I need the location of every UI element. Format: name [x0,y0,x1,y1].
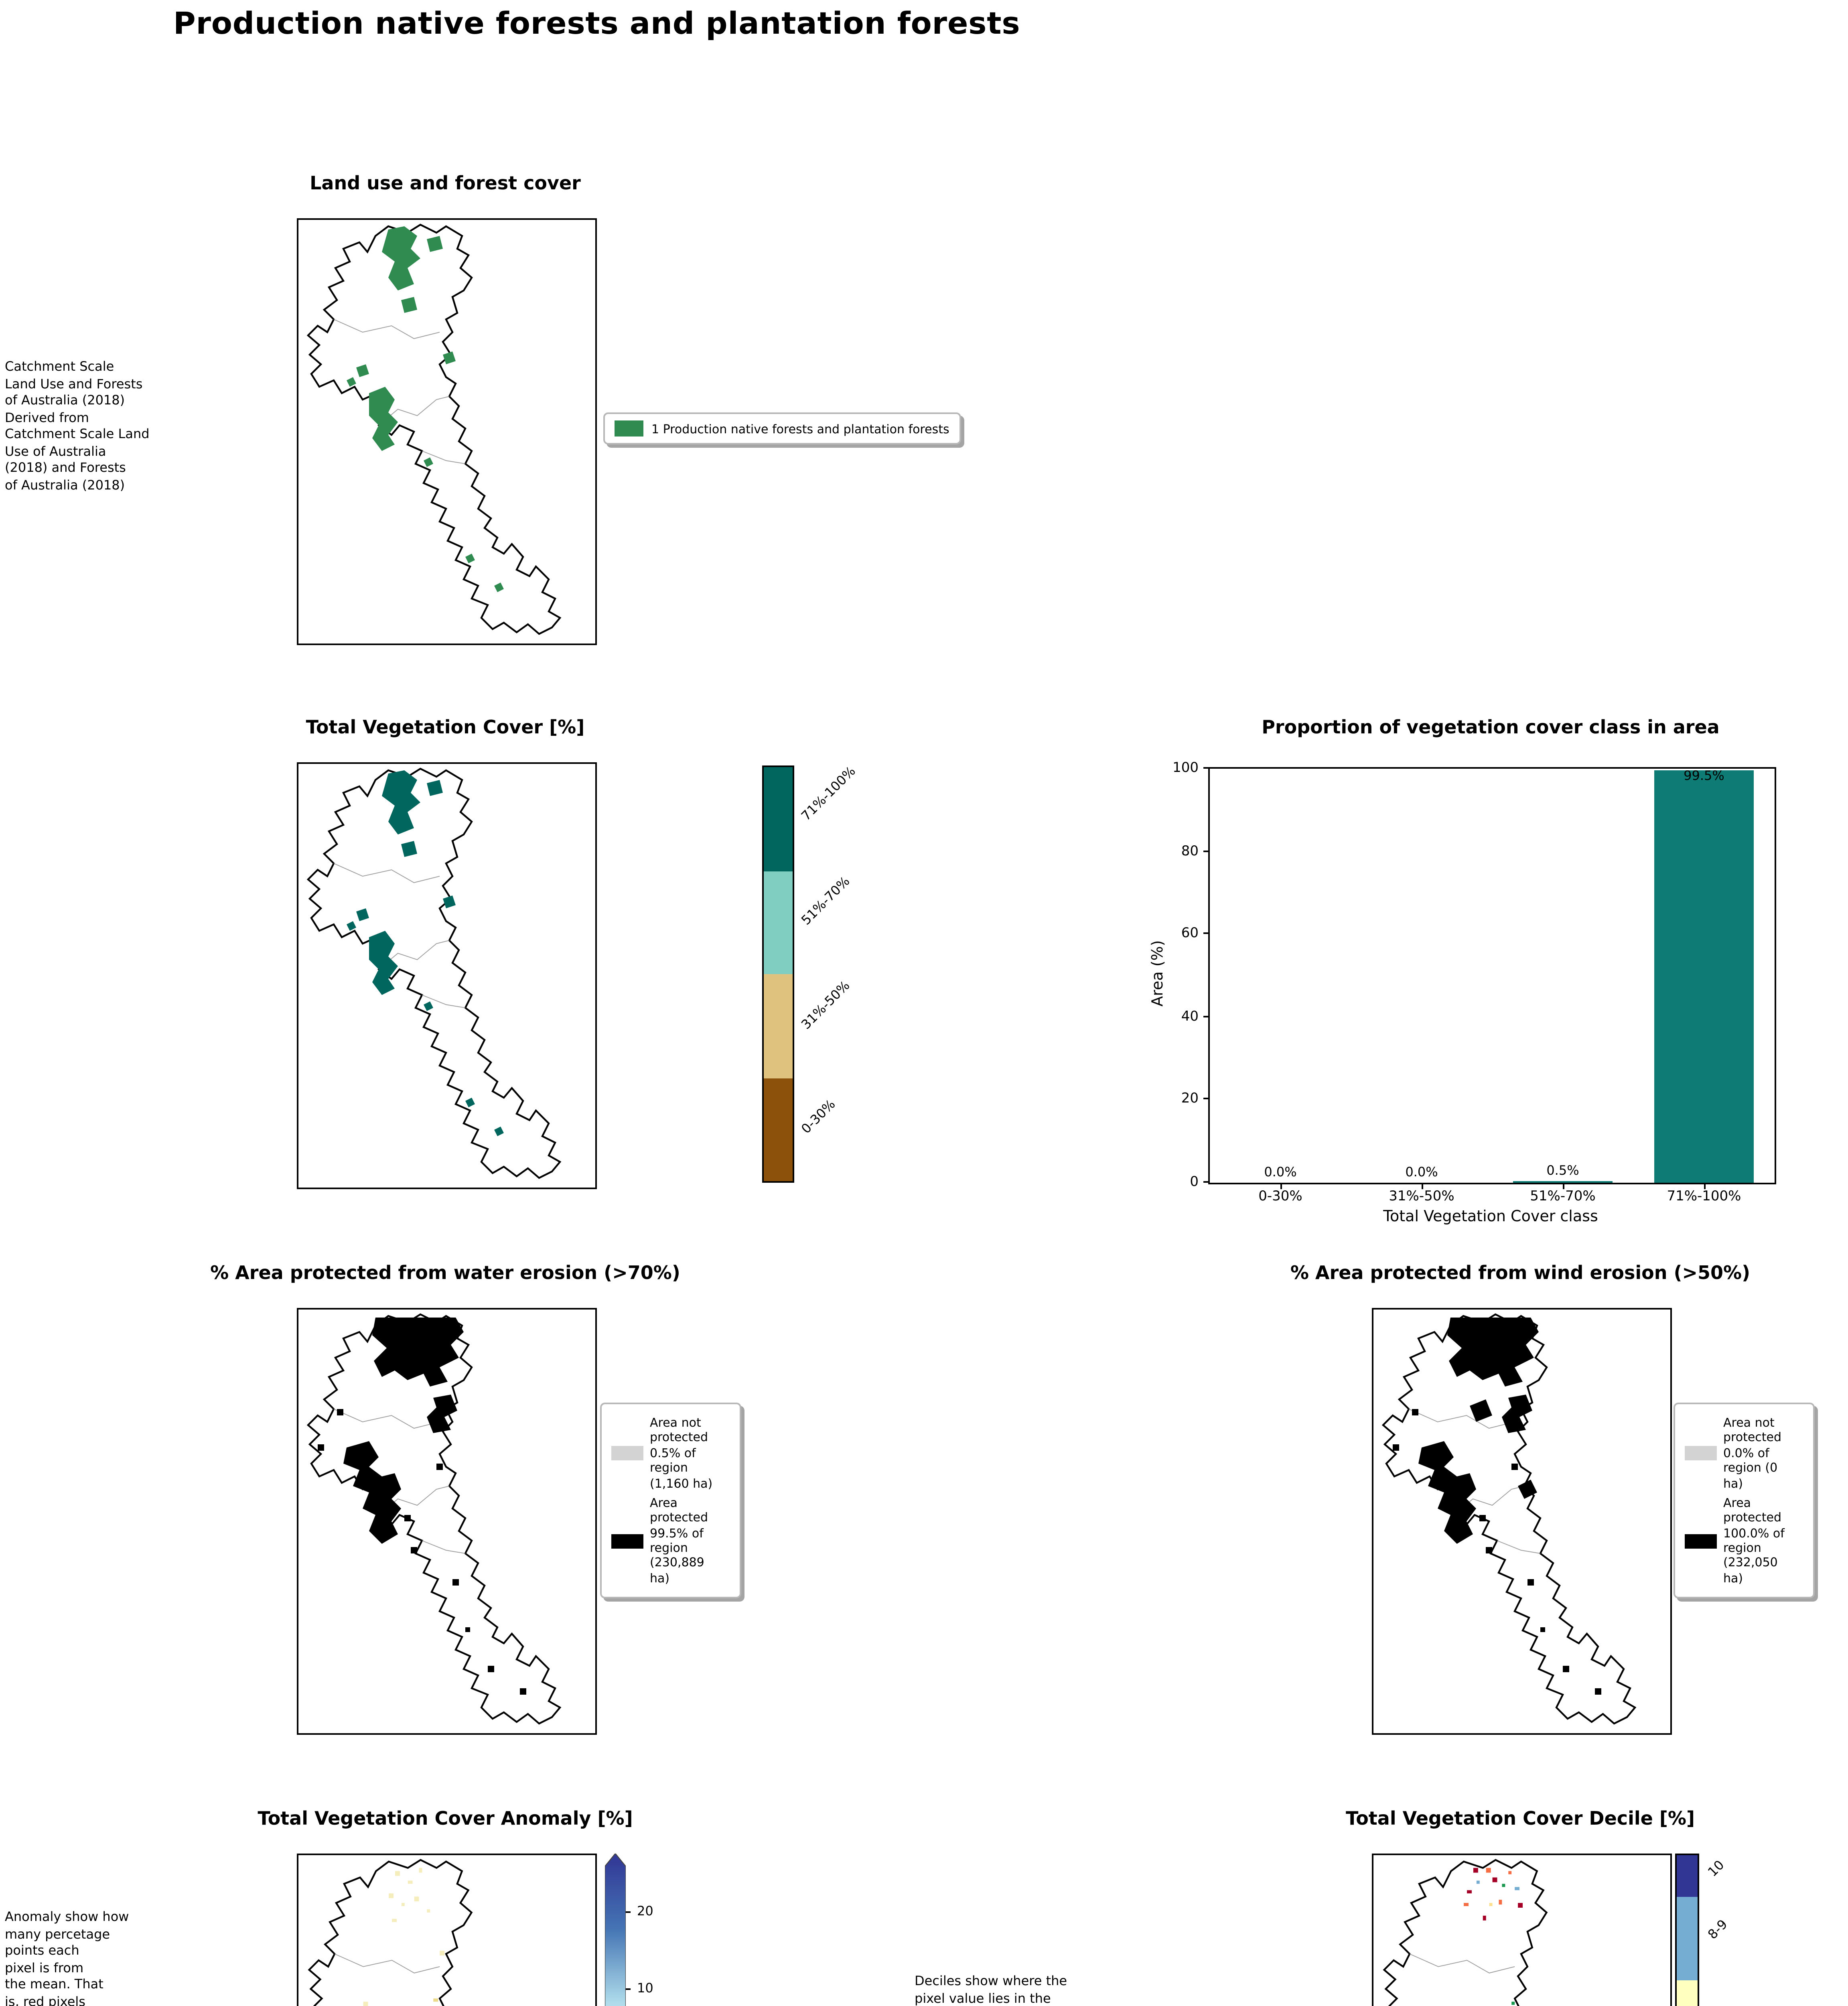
bar-value-label: 99.5% [1684,769,1724,783]
y-tick-label: 60 [1181,926,1199,942]
x-tick-label: 51%-70% [1530,1189,1596,1205]
landuse-legend-swatch [615,420,643,437]
y-tick-label: 0 [1190,1175,1199,1191]
legend-label: Area protected 99.5% of region (230,889 … [650,1495,708,1586]
anomaly-colorbar [604,1853,627,2006]
x-axis-tickmark [1563,1183,1564,1189]
x-tick-label: 0-30% [1258,1189,1302,1205]
water-erosion-legend: Area not protected 0.5% of region (1,160… [600,1403,741,1599]
y-axis-tickmark [1203,767,1210,769]
landuse-source-note: Catchment Scale Land Use and Forests of … [5,359,150,493]
y-axis-tickmark [1203,1181,1210,1183]
anomaly-map [297,1854,597,2006]
colorbar-tickmark [626,1912,631,1914]
wind-erosion-panel-title: % Area protected from wind erosion (>50%… [1290,1261,1751,1284]
decile-map [1372,1854,1672,2006]
landuse-panel-title: Land use and forest cover [310,172,581,194]
decile-panel-title: Total Vegetation Cover Decile [%] [1345,1807,1695,1829]
legend-entry: Area protected 100.0% of region (232,050… [1685,1496,1803,1586]
colorbar-segment [1677,1855,1698,1897]
vegetation-cover-map [297,762,597,1189]
anomaly-colorbar-wrap: 20100−10−20 [604,1853,701,2006]
colorbar-tick-label: 31%-50% [799,977,853,1031]
anomaly-panel-title: Total Vegetation Cover Anomaly [%] [258,1807,633,1829]
legend-label: Area protected 100.0% of region (232,050… [1723,1495,1785,1586]
colorbar-segment [764,767,793,871]
land-use-map [297,218,597,645]
legend-entry: Area protected 99.5% of region (230,889 … [611,1496,730,1586]
colorbar-tick-label: 8-9 [1705,1917,1730,1943]
colorbar-segment [764,974,793,1078]
x-tick-label: 71%-100% [1667,1189,1741,1205]
colorbar-tick-label: 10 [1705,1858,1727,1880]
bar-value-label: 0.0% [1405,1165,1438,1180]
colorbar-tick-label: 10 [637,1980,653,1995]
decile-note: Deciles show where the pixel value lies … [915,1974,1067,2006]
legend-entry: Area not protected 0.5% of region (1,160… [611,1415,730,1491]
wind-erosion-map [1372,1308,1672,1735]
x-axis-tickmark [1280,1183,1282,1189]
chart-x-axis-label: Total Vegetation Cover class [1383,1208,1598,1226]
x-tick-label: 31%-50% [1389,1189,1454,1205]
y-tick-label: 20 [1181,1092,1199,1108]
legend-swatch [611,1533,643,1548]
colorbar-tick-label: 71%-100% [799,763,858,823]
proportion-chart-title: Proportion of vegetation cover class in … [1262,716,1720,738]
vegcover-colorbar [762,765,794,1183]
bar-value-label: 0.5% [1546,1163,1579,1178]
vegcover-colorbar-wrap: 71%-100% 51%-70% 31%-50% 0-30% [762,763,915,1183]
colorbar-tick-label: 51%-70% [799,873,853,927]
y-axis-tickmark [1203,1015,1210,1017]
colorbar-segment [764,871,793,974]
bar [1513,1180,1613,1183]
water-erosion-panel-title: % Area protected from water erosion (>70… [210,1261,680,1284]
anomaly-note: Anomaly show how many percetage points e… [5,1910,129,2006]
legend-swatch [1685,1446,1717,1460]
colorbar-tickmark [626,1988,631,1990]
wind-erosion-legend: Area not protected 0.0% of region (0 ha)… [1674,1403,1815,1599]
landuse-legend-label: 1 Production native forests and plantati… [651,421,949,436]
legend-entry: Area not protected 0.0% of region (0 ha) [1685,1415,1803,1491]
decile-colorbar-wrap: 108-94-72-31 [1675,1854,1828,2006]
colorbar-segment [1677,1980,1698,2006]
y-axis-tickmark [1203,932,1210,934]
legend-label: Area not protected 0.5% of region (1,160… [650,1415,713,1490]
chart-y-axis-label: Area (%) [1150,940,1167,1007]
water-erosion-map [297,1308,597,1735]
legend-swatch [611,1446,643,1460]
colorbar-segment [1677,1897,1698,1980]
bar-value-label: 0.0% [1264,1165,1297,1180]
decile-speckles [1464,1868,1523,2005]
landuse-legend: 1 Production native forests and plantati… [603,412,961,445]
vegcover-panel-title: Total Vegetation Cover [%] [306,716,585,738]
legend-swatch [1685,1533,1717,1548]
x-axis-tickmark [1704,1183,1706,1189]
anomaly-speckles [363,1868,445,2006]
legend-label: Area not protected 0.0% of region (0 ha) [1723,1415,1782,1490]
x-axis-tickmark [1422,1183,1423,1189]
bar [1654,771,1754,1183]
colorbar-tick-label: 20 [637,1904,653,1919]
y-tick-label: 100 [1172,761,1199,777]
y-tick-label: 80 [1181,843,1199,860]
y-axis-tickmark [1203,1098,1210,1100]
chart-plot: 0.0% 0-30% 0.0% 31%-50% 0.5% 51%-70% 99.5% 71%-… [1172,761,1776,1205]
page-title: Production native forests and plantation… [173,6,1020,42]
y-tick-label: 40 [1181,1009,1199,1025]
y-axis-tickmark [1203,850,1210,852]
colorbar-tick-label: 0-30% [799,1096,838,1136]
colorbar-segment [764,1078,793,1181]
decile-colorbar [1675,1854,1699,2006]
